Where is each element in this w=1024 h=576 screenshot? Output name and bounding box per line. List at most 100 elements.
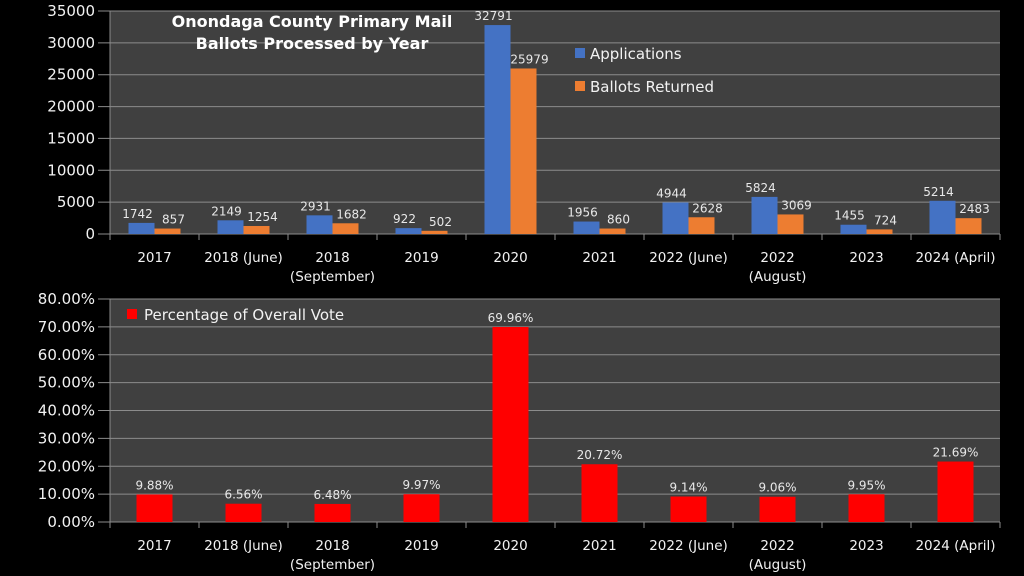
top-chart-bar-applications bbox=[484, 25, 511, 234]
bottom-chart-data-label: 9.06% bbox=[758, 481, 796, 495]
bottom-chart-y-tick-label: 30.00% bbox=[38, 429, 95, 447]
top-chart-data-label: 860 bbox=[607, 213, 630, 227]
bottom-chart-category-label: 2024 (April) bbox=[915, 538, 995, 554]
bottom-chart-data-label: 9.88% bbox=[135, 478, 173, 492]
top-chart-data-label: 1455 bbox=[834, 209, 865, 223]
top-chart-bar-ballots-returned bbox=[332, 223, 359, 234]
top-chart-data-label: 857 bbox=[162, 213, 185, 227]
top-chart-bar-ballots-returned bbox=[243, 226, 270, 234]
top-chart-data-label: 2483 bbox=[959, 202, 990, 216]
bottom-chart-category-label: 2023 bbox=[849, 538, 883, 554]
top-chart-plot-area bbox=[110, 11, 1000, 234]
top-chart-y-tick-label: 0 bbox=[85, 225, 95, 243]
top-chart-category-label: 2019 bbox=[404, 250, 438, 266]
top-chart-bar-applications bbox=[662, 202, 689, 234]
bottom-chart-category-label: 2022 bbox=[760, 538, 794, 554]
top-chart-y-tick-label: 15000 bbox=[47, 129, 95, 147]
bottom-chart-y-tick-label: 60.00% bbox=[38, 346, 95, 364]
bottom-chart-category-label: 2020 bbox=[493, 538, 527, 554]
bottom-chart-y-tick-label: 20.00% bbox=[38, 457, 95, 475]
top-chart-category-label: 2018 bbox=[315, 250, 349, 266]
top-chart-y-tick-label: 5000 bbox=[57, 193, 95, 211]
top-chart-data-label: 502 bbox=[429, 215, 452, 229]
top-chart-y-tick-label: 25000 bbox=[47, 66, 95, 84]
bottom-chart-category-label: 2021 bbox=[582, 538, 616, 554]
bottom-chart-data-label: 20.72% bbox=[577, 448, 623, 462]
top-chart-category-label: 2020 bbox=[493, 250, 527, 266]
bottom-chart-bar-percentage-of-overall-vote bbox=[759, 496, 796, 522]
bottom-chart-bar-percentage-of-overall-vote bbox=[314, 503, 351, 522]
top-chart-data-label: 25979 bbox=[510, 52, 548, 66]
top-chart-category-label: 2021 bbox=[582, 250, 616, 266]
top-chart-category-label: (August) bbox=[749, 269, 807, 285]
bottom-chart-data-label: 6.56% bbox=[224, 488, 262, 502]
top-chart-bar-ballots-returned bbox=[510, 68, 537, 234]
bottom-chart-category-label: 2017 bbox=[137, 538, 171, 554]
bottom-chart-y-tick-label: 80.00% bbox=[38, 290, 95, 308]
top-chart-data-label: 2149 bbox=[211, 204, 242, 218]
top-chart-bar-applications bbox=[217, 220, 244, 234]
legend-swatch-percentage bbox=[127, 309, 137, 319]
bottom-chart-category-label: (August) bbox=[749, 557, 807, 573]
bottom-chart-data-label: 9.95% bbox=[847, 478, 885, 492]
top-chart-bar-ballots-returned bbox=[866, 229, 893, 234]
top-chart-data-label: 1254 bbox=[247, 210, 278, 224]
top-chart-data-label: 32791 bbox=[474, 9, 512, 23]
bottom-chart-data-label: 9.97% bbox=[402, 478, 440, 492]
bottom-chart-bar-percentage-of-overall-vote bbox=[937, 461, 974, 522]
top-chart-data-label: 724 bbox=[874, 213, 897, 227]
bottom-chart-y-tick-label: 70.00% bbox=[38, 318, 95, 336]
top-chart-y-tick-label: 35000 bbox=[47, 2, 95, 20]
bottom-chart-bar-percentage-of-overall-vote bbox=[670, 496, 707, 522]
top-chart-y-tick-label: 10000 bbox=[47, 161, 95, 179]
bottom-chart-bar-percentage-of-overall-vote bbox=[581, 464, 618, 522]
top-chart-category-label: 2017 bbox=[137, 250, 171, 266]
top-chart-bar-ballots-returned bbox=[154, 228, 181, 234]
top-chart-category-label: 2024 (April) bbox=[915, 250, 995, 266]
top-chart-bar-ballots-returned bbox=[421, 230, 448, 234]
top-chart-bar-ballots-returned bbox=[688, 217, 715, 234]
bottom-chart-category-label: 2018 (June) bbox=[204, 538, 283, 554]
legend-label: Percentage of Overall Vote bbox=[144, 306, 344, 324]
top-chart-data-label: 4944 bbox=[656, 186, 687, 200]
top-chart-data-label: 5824 bbox=[745, 181, 776, 195]
bottom-chart-data-label: 69.96% bbox=[488, 311, 534, 325]
bottom-chart-bar-percentage-of-overall-vote bbox=[403, 494, 440, 522]
top-chart-bar-applications bbox=[751, 196, 778, 234]
top-chart-category-label: 2022 (June) bbox=[649, 250, 728, 266]
top-chart-category-label: 2022 bbox=[760, 250, 794, 266]
top-chart-data-label: 2931 bbox=[300, 199, 331, 213]
top-chart-data-label: 3069 bbox=[781, 198, 812, 212]
top-chart-bar-applications bbox=[306, 215, 333, 234]
bottom-chart-category-label: (September) bbox=[290, 557, 375, 573]
top-chart-bar-applications bbox=[840, 224, 867, 234]
bottom-chart-bar-percentage-of-overall-vote bbox=[848, 494, 885, 522]
bottom-chart-y-tick-label: 50.00% bbox=[38, 374, 95, 392]
top-chart-bar-ballots-returned bbox=[599, 228, 626, 234]
legend-swatch-ballots-returned bbox=[575, 81, 585, 91]
bottom-chart-y-tick-label: 40.00% bbox=[38, 402, 95, 420]
bottom-chart-category-label: 2022 (June) bbox=[649, 538, 728, 554]
bottom-chart-bar-percentage-of-overall-vote bbox=[136, 494, 173, 522]
bottom-chart-bar-percentage-of-overall-vote bbox=[225, 503, 262, 522]
bottom-chart-y-tick-label: 10.00% bbox=[38, 485, 95, 503]
top-chart-bar-applications bbox=[395, 228, 422, 234]
top-chart-bar-applications bbox=[929, 200, 956, 234]
legend-label: Ballots Returned bbox=[590, 78, 714, 96]
top-chart-data-label: 922 bbox=[393, 212, 416, 226]
top-chart-bar-ballots-returned bbox=[955, 218, 982, 234]
top-chart-data-label: 1682 bbox=[336, 207, 367, 221]
chart-title: Onondaga County Primary Mail bbox=[172, 12, 453, 31]
bottom-chart-data-label: 6.48% bbox=[313, 488, 351, 502]
bottom-chart-category-label: 2018 bbox=[315, 538, 349, 554]
top-chart-data-label: 5214 bbox=[923, 185, 954, 199]
top-chart-category-label: 2018 (June) bbox=[204, 250, 283, 266]
top-chart-data-label: 1742 bbox=[122, 207, 153, 221]
top-chart-bar-applications bbox=[128, 222, 155, 234]
chart-title: Ballots Processed by Year bbox=[196, 34, 429, 53]
top-chart-y-tick-label: 30000 bbox=[47, 34, 95, 52]
top-chart-bar-applications bbox=[573, 221, 600, 234]
top-chart-bar-ballots-returned bbox=[777, 214, 804, 234]
legend-swatch-applications bbox=[575, 48, 585, 58]
